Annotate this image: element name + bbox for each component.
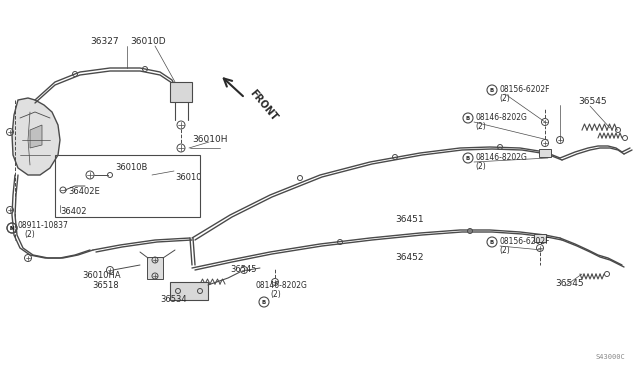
Text: (2): (2) xyxy=(499,247,509,256)
Text: FRONT: FRONT xyxy=(248,88,280,123)
Polygon shape xyxy=(12,98,60,175)
Text: (2): (2) xyxy=(475,122,486,131)
Bar xyxy=(539,149,551,157)
Text: 36010B: 36010B xyxy=(115,164,147,173)
Text: 36451: 36451 xyxy=(395,215,424,224)
Text: B: B xyxy=(490,240,494,244)
Text: (2): (2) xyxy=(270,289,281,298)
Text: (2): (2) xyxy=(24,231,35,240)
Text: 36402E: 36402E xyxy=(68,187,100,196)
Text: B: B xyxy=(490,87,494,93)
Text: 08156-6202F: 08156-6202F xyxy=(499,237,550,247)
Text: 36010H: 36010H xyxy=(192,135,227,144)
Text: 08146-8202G: 08146-8202G xyxy=(256,280,308,289)
Text: 36010HA: 36010HA xyxy=(82,270,120,279)
Text: (2): (2) xyxy=(475,163,486,171)
Text: 08911-10837: 08911-10837 xyxy=(18,221,69,231)
Text: 36327: 36327 xyxy=(90,38,118,46)
Text: 36518: 36518 xyxy=(92,280,118,289)
Bar xyxy=(55,155,200,217)
Text: 36010D: 36010D xyxy=(130,38,166,46)
Bar xyxy=(534,234,546,242)
Text: N: N xyxy=(10,225,14,231)
Bar xyxy=(147,257,163,279)
Text: B: B xyxy=(466,115,470,121)
Text: 36545: 36545 xyxy=(578,97,607,106)
Text: B: B xyxy=(262,299,266,305)
Text: (2): (2) xyxy=(499,94,509,103)
Text: 08146-8202G: 08146-8202G xyxy=(475,154,527,163)
Bar xyxy=(170,282,208,300)
Text: 36402: 36402 xyxy=(60,208,86,217)
Text: 36452: 36452 xyxy=(395,253,424,263)
Text: B: B xyxy=(466,155,470,160)
Text: N: N xyxy=(10,225,14,231)
Text: 36534: 36534 xyxy=(160,295,187,305)
Text: 36010: 36010 xyxy=(175,173,202,183)
Text: 36545: 36545 xyxy=(555,279,584,289)
Polygon shape xyxy=(30,125,42,148)
Text: S43000C: S43000C xyxy=(595,354,625,360)
Text: 36545: 36545 xyxy=(230,266,257,275)
Text: 08156-6202F: 08156-6202F xyxy=(499,86,550,94)
Bar xyxy=(170,82,192,102)
Text: 08146-8202G: 08146-8202G xyxy=(475,113,527,122)
